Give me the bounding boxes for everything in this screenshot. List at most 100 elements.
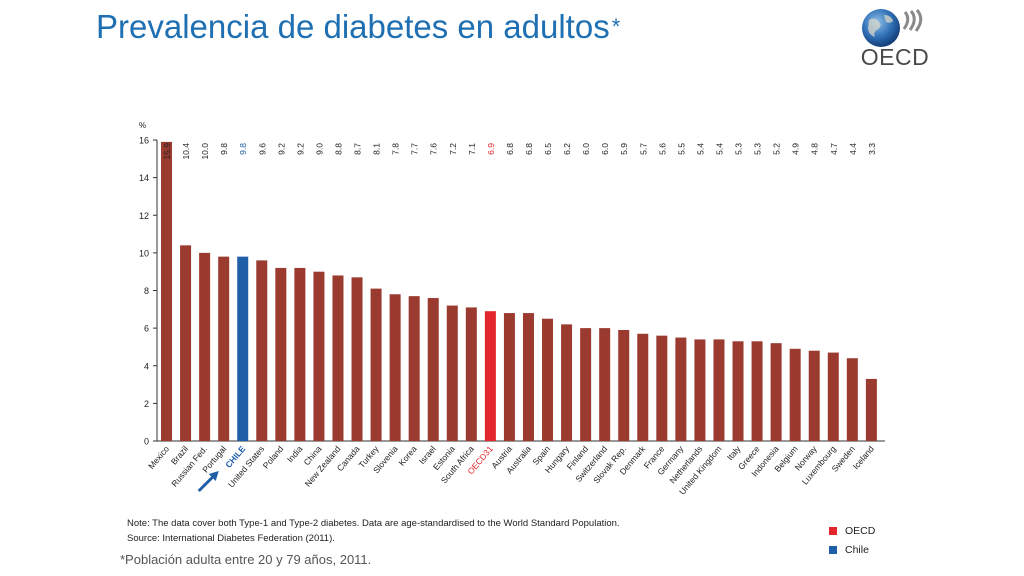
- bar: [465, 307, 477, 441]
- chart-legend: OECD Chile: [829, 521, 875, 559]
- bar: [656, 335, 668, 441]
- data-label: 6.5: [543, 143, 553, 155]
- title-asterisk: *: [611, 14, 621, 39]
- data-label: 5.3: [734, 143, 744, 155]
- bar: [618, 330, 630, 441]
- legend-item: OECD: [829, 521, 875, 540]
- x-tick-label: Iceland: [851, 444, 876, 472]
- legend-swatch: [829, 545, 837, 554]
- data-label: 7.6: [429, 143, 439, 155]
- legend-swatch: [829, 526, 837, 535]
- data-label: 7.8: [391, 143, 401, 155]
- bar: [770, 343, 782, 441]
- bar: [542, 318, 554, 441]
- bar: [313, 271, 325, 441]
- bar: [218, 256, 230, 441]
- arrow-right-icon: [197, 474, 215, 493]
- data-label: 5.4: [695, 143, 705, 155]
- data-label: 9.8: [238, 143, 248, 155]
- y-tick-label: 12: [139, 211, 149, 221]
- footnote: *Población adulta entre 20 y 79 años, 20…: [120, 552, 372, 567]
- bar: [408, 296, 420, 441]
- source-line: Source: International Diabetes Federatio…: [127, 533, 335, 544]
- bar: [694, 339, 706, 441]
- bar: [808, 350, 820, 441]
- data-label: 8.1: [372, 143, 382, 155]
- bar: [389, 294, 401, 441]
- y-tick-label: 14: [139, 173, 149, 183]
- bar: [351, 277, 363, 441]
- data-label: 5.4: [714, 143, 724, 155]
- y-tick-label: 16: [139, 136, 149, 146]
- x-tick-label: Mexico: [146, 444, 171, 471]
- bar: [294, 267, 306, 441]
- logo-text: OECD: [860, 44, 930, 70]
- data-label: 10.4: [181, 143, 191, 160]
- bar: [732, 341, 744, 441]
- data-label: 6.9: [486, 143, 496, 155]
- y-tick-label: 6: [144, 324, 149, 334]
- bar: [637, 333, 649, 441]
- data-label: 4.4: [848, 143, 858, 155]
- legend-label: OECD: [845, 524, 876, 537]
- data-label: 5.9: [619, 143, 629, 155]
- bar: [446, 305, 458, 441]
- data-label: 6.2: [562, 143, 572, 155]
- data-label: 5.3: [753, 143, 763, 155]
- bar: [789, 348, 801, 441]
- bar: [522, 313, 534, 441]
- data-label: 8.7: [353, 143, 363, 155]
- bar: [503, 313, 515, 441]
- data-label: 6.0: [581, 143, 591, 155]
- data-label: 4.8: [810, 143, 820, 155]
- bar: [370, 288, 382, 441]
- data-label: 7.1: [467, 143, 477, 155]
- bar: [161, 141, 173, 441]
- data-label: 3.3: [867, 143, 877, 155]
- legend-label: Chile: [845, 543, 869, 556]
- data-label: 10.0: [200, 143, 210, 160]
- bar: [275, 267, 287, 441]
- data-label: 5.6: [657, 143, 667, 155]
- page-title: Prevalencia de diabetes en adultos*: [96, 8, 620, 46]
- data-label: 15.9: [162, 143, 172, 160]
- bar: [256, 260, 268, 441]
- bar: [599, 328, 611, 441]
- x-tick-label: Korea: [396, 444, 418, 468]
- bar: [561, 324, 573, 441]
- bar: [713, 339, 725, 441]
- data-label: 6.8: [505, 143, 515, 155]
- note-line: Note: The data cover both Type-1 and Typ…: [127, 518, 620, 529]
- data-label: 5.7: [638, 143, 648, 155]
- data-label: 6.8: [524, 143, 534, 155]
- data-label: 9.6: [257, 143, 267, 155]
- data-label: 4.7: [829, 143, 839, 155]
- data-label: 4.9: [791, 143, 801, 155]
- chart-note: Note: The data cover both Type-1 and Typ…: [127, 516, 620, 546]
- oecd-logo: [862, 9, 923, 47]
- data-label: 6.0: [600, 143, 610, 155]
- data-label: 9.2: [276, 143, 286, 155]
- bar: [180, 245, 192, 441]
- bar: [427, 298, 439, 441]
- x-tick-label: Poland: [261, 444, 286, 471]
- y-tick-label: 8: [144, 286, 149, 296]
- bar: [484, 311, 496, 441]
- data-label: 7.7: [410, 143, 420, 155]
- y-tick-label: 10: [139, 248, 149, 258]
- bar: [751, 341, 763, 441]
- data-label: 9.0: [314, 143, 324, 155]
- y-tick-label: 2: [144, 399, 149, 409]
- bar: [827, 352, 839, 441]
- data-label: 7.2: [448, 143, 458, 155]
- wave-icon: [902, 11, 910, 30]
- data-label: 8.8: [333, 143, 343, 155]
- bar: [580, 328, 592, 441]
- bar: [199, 252, 211, 441]
- y-axis-label: %: [139, 121, 146, 130]
- bar-chart: 0246810121416%15.9Mexico10.4Brazil10.0Ru…: [139, 121, 885, 497]
- bar: [332, 275, 344, 441]
- bar: [846, 358, 858, 441]
- y-tick-label: 4: [144, 361, 149, 371]
- bar: [675, 337, 687, 441]
